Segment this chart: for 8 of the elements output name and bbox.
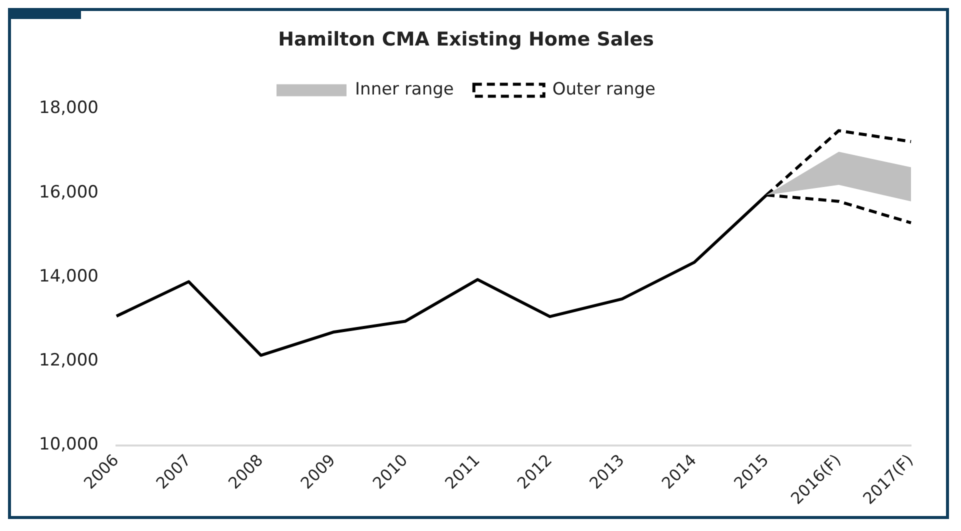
y-tick-label: 16,000 [39,182,98,202]
y-tick-label: 14,000 [39,266,98,286]
y-tick-label: 10,000 [39,434,98,455]
chart-title: Hamilton CMA Existing Home Sales [278,28,654,50]
legend-label: Inner range [355,80,454,100]
y-tick-label: 18,000 [39,98,98,118]
y-tick-label: 12,000 [39,350,98,371]
legend-label: Outer range [552,80,656,100]
